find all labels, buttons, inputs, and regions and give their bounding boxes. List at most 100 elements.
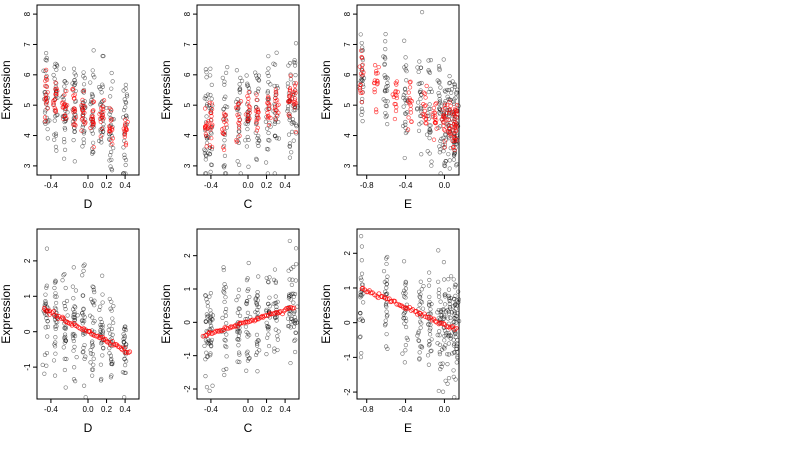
observed-point <box>266 130 271 136</box>
observed-point <box>208 130 213 135</box>
observed-point <box>111 320 116 325</box>
fitted-point <box>61 99 66 105</box>
observed-point <box>98 362 104 367</box>
scatter-panel: -0.4 0.0 0.2 0.4 -2 -1 0 1 2 C Expression <box>159 228 300 435</box>
observed-point <box>204 70 209 75</box>
observed-point <box>276 329 281 334</box>
observed-point <box>429 163 434 168</box>
fitted-point <box>454 121 459 126</box>
y-tick-label: 4 <box>23 133 32 138</box>
observed-point <box>65 313 70 318</box>
observed-point <box>243 324 249 329</box>
observed-point <box>429 159 434 164</box>
fitted-point <box>73 114 79 120</box>
observed-point <box>204 136 210 141</box>
observed-point <box>273 93 278 98</box>
observed-point <box>385 80 390 86</box>
observed-point <box>447 166 452 171</box>
observed-point <box>253 70 258 75</box>
observed-point <box>235 107 240 112</box>
observed-point <box>360 318 366 324</box>
observed-point <box>359 271 365 276</box>
fitted-point <box>80 108 86 114</box>
fitted-point <box>423 95 428 100</box>
observed-point <box>81 70 86 75</box>
observed-point <box>122 324 127 330</box>
observed-point <box>82 129 87 134</box>
observed-point <box>417 59 422 64</box>
fitted-point <box>127 349 133 355</box>
observed-point <box>384 261 389 267</box>
observed-point <box>237 90 242 95</box>
observed-point <box>62 356 67 361</box>
observed-point <box>418 65 423 70</box>
x-tick-label: 0.2 <box>261 181 273 190</box>
observed-point <box>286 268 291 273</box>
observed-point <box>100 292 105 297</box>
observed-point <box>54 300 59 306</box>
observed-point <box>426 69 432 74</box>
fitted-point <box>247 105 253 110</box>
observed-point <box>124 92 129 97</box>
fitted-point <box>358 82 363 87</box>
observed-point <box>83 395 88 400</box>
fitted-point <box>374 109 379 115</box>
fitted-point <box>43 95 48 100</box>
observed-point <box>203 157 208 162</box>
observed-point <box>106 327 111 333</box>
observed-point <box>437 352 442 357</box>
fitted-point <box>95 333 101 339</box>
fitted-point <box>125 119 130 125</box>
observed-point <box>71 296 76 301</box>
fitted-point <box>110 141 115 147</box>
fitted-point <box>123 142 129 148</box>
observed-point <box>442 103 447 108</box>
fitted-point <box>118 346 124 351</box>
observed-point <box>203 319 208 324</box>
observed-point <box>52 118 57 123</box>
observed-point <box>443 99 448 104</box>
observed-point <box>417 357 422 362</box>
observed-point <box>266 54 271 59</box>
observed-point <box>285 108 290 114</box>
observed-point <box>210 313 215 318</box>
fitted-point <box>376 291 382 297</box>
observed-point <box>122 97 127 102</box>
observed-point <box>291 81 297 86</box>
observed-point <box>445 94 450 99</box>
observed-point <box>441 57 446 62</box>
fitted-point <box>434 100 439 106</box>
observed-point <box>272 121 277 126</box>
fitted-point <box>365 289 371 295</box>
observed-point <box>109 70 114 76</box>
observed-point <box>359 258 364 263</box>
observed-point <box>52 137 57 142</box>
fitted-point <box>375 71 380 76</box>
fitted-point <box>81 88 86 94</box>
observed-point <box>120 370 126 375</box>
observed-point <box>383 256 389 261</box>
observed-point <box>110 360 115 365</box>
observed-point <box>403 348 408 353</box>
observed-point <box>452 395 457 400</box>
fitted-point <box>409 119 414 125</box>
fitted-point <box>390 92 395 97</box>
observed-point <box>235 159 240 164</box>
observed-point <box>256 73 261 78</box>
fitted-point <box>448 131 453 137</box>
fitted-point <box>42 307 48 313</box>
fitted-point <box>273 90 278 95</box>
observed-point <box>73 288 79 293</box>
observed-point <box>287 141 293 146</box>
fitted-point <box>453 325 459 331</box>
observed-point <box>40 362 45 368</box>
fitted-point <box>422 108 428 114</box>
observed-point <box>222 79 227 84</box>
observed-point <box>453 163 459 168</box>
observed-point <box>443 292 448 297</box>
observed-point <box>235 329 240 334</box>
observed-point <box>438 138 443 144</box>
observed-point <box>415 106 420 111</box>
plot-frame <box>196 4 300 176</box>
fitted-point <box>72 122 77 127</box>
